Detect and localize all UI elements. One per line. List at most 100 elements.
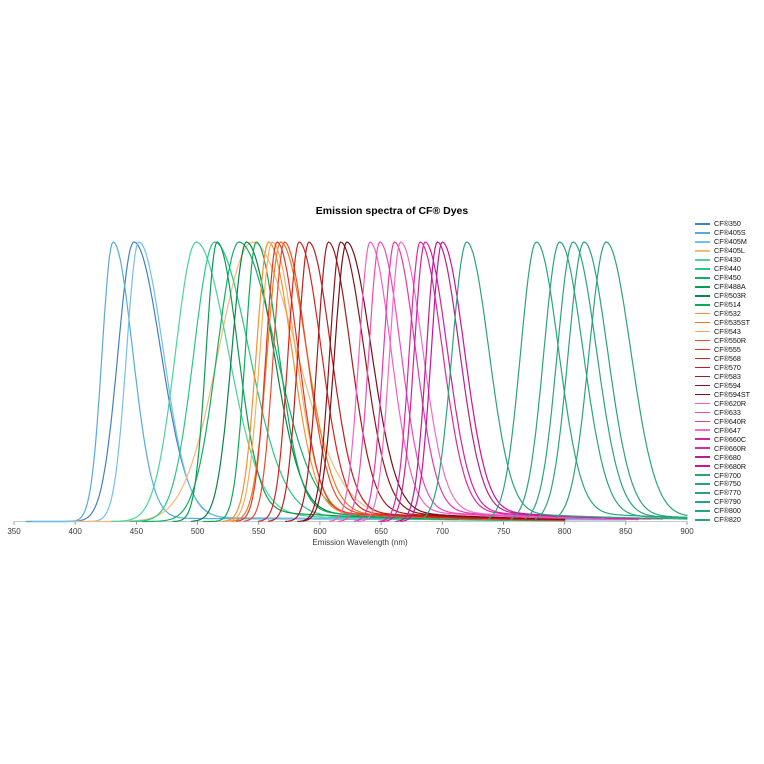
legend-item: CF®450 xyxy=(695,273,750,282)
legend-swatch xyxy=(695,402,710,405)
legend-label: CF®620R xyxy=(714,398,747,408)
legend-item: CF®488A xyxy=(695,282,750,291)
legend-item: CF®770 xyxy=(695,489,750,498)
legend-item: CF®405S xyxy=(695,228,750,237)
spectrum-curve xyxy=(423,241,688,520)
legend-item: CF®640R xyxy=(695,417,750,426)
legend-swatch xyxy=(695,447,710,449)
x-tick-label: 900 xyxy=(680,527,694,536)
legend-swatch xyxy=(695,483,710,485)
x-tick-label: 550 xyxy=(252,527,266,536)
legend-swatch xyxy=(695,420,710,423)
legend-swatch xyxy=(695,519,710,521)
legend-item: CF®568 xyxy=(695,354,750,363)
legend-swatch xyxy=(695,501,710,503)
legend-swatch xyxy=(695,384,710,387)
legend-item: CF®405L xyxy=(695,246,750,255)
legend-swatch xyxy=(695,411,710,414)
legend-swatch xyxy=(695,456,710,458)
legend-label: CF®660R xyxy=(714,443,747,453)
spectrum-curve xyxy=(555,241,688,519)
spectrum-curve xyxy=(302,241,566,522)
x-axis-label: Emission Wavelength (nm) xyxy=(312,538,408,547)
legend-label: CF®640R xyxy=(714,416,747,426)
legend-swatch xyxy=(695,492,710,494)
legend: CF®350 CF®405S CF®405M CF®405L CF®430 CF®440 C… xyxy=(695,220,750,525)
legend-label: CF®503R xyxy=(714,291,747,301)
legend-swatch xyxy=(695,303,710,306)
legend-item: CF®535ST xyxy=(695,318,750,327)
legend-item: CF®430 xyxy=(695,255,750,264)
legend-swatch xyxy=(695,250,710,252)
legend-label: CF®700 xyxy=(714,470,741,480)
legend-item: CF®680R xyxy=(695,462,750,471)
legend-label: CF®450 xyxy=(714,273,741,283)
legend-label: CF®405L xyxy=(714,246,745,256)
legend-item: CF®750 xyxy=(695,480,750,489)
legend-item: CF®583 xyxy=(695,372,750,381)
x-tick-label: 750 xyxy=(496,527,511,536)
chart-title: Emission spectra of CF® Dyes xyxy=(315,205,469,217)
legend-swatch xyxy=(695,348,710,351)
x-tick-label: 600 xyxy=(313,527,327,536)
legend-swatch xyxy=(695,429,710,432)
legend-swatch xyxy=(695,321,710,324)
x-tick-label: 650 xyxy=(374,527,388,536)
x-tick-label: 400 xyxy=(68,527,82,536)
legend-swatch xyxy=(695,277,710,279)
legend-item: CF®503R xyxy=(695,291,750,300)
legend-item: CF®660C xyxy=(695,435,750,444)
legend-swatch xyxy=(695,312,710,315)
legend-item: CF®514 xyxy=(695,300,750,309)
legend-item: CF®660R xyxy=(695,444,750,453)
legend-item: CF®594 xyxy=(695,381,750,390)
legend-label: CF®680R xyxy=(714,461,747,471)
legend-label: CF®535ST xyxy=(714,318,751,328)
legend-swatch xyxy=(695,366,710,369)
legend-swatch xyxy=(695,474,710,476)
legend-label: CF®405M xyxy=(714,237,747,247)
legend-label: CF®550R xyxy=(714,335,747,345)
legend-label: CF®570 xyxy=(714,362,741,372)
legend-label: CF®820 xyxy=(714,515,741,525)
legend-swatch xyxy=(695,241,710,243)
legend-label: CF®568 xyxy=(714,353,741,363)
legend-label: CF®514 xyxy=(714,300,741,310)
legend-label: CF®750 xyxy=(714,479,741,489)
x-tick-label: 800 xyxy=(557,527,572,536)
legend-item: CF®790 xyxy=(695,498,750,507)
legend-label: CF®440 xyxy=(714,264,741,274)
legend-label: CF®532 xyxy=(714,309,741,319)
x-tick-label: 350 xyxy=(7,527,21,536)
legend-item: CF®543 xyxy=(695,327,750,336)
legend-swatch xyxy=(695,259,710,261)
legend-label: CF®594ST xyxy=(714,389,751,399)
legend-label: CF®647 xyxy=(714,425,741,435)
spectrum-curve xyxy=(524,241,688,520)
legend-label: CF®543 xyxy=(714,327,741,336)
legend-label: CF®405S xyxy=(714,228,746,238)
legend-item: CF®555 xyxy=(695,345,750,354)
legend-label: CF®680 xyxy=(714,452,741,462)
spectrum-curve xyxy=(400,241,664,522)
legend-label: CF®350 xyxy=(714,219,741,229)
x-tick-label: 700 xyxy=(435,527,449,536)
legend-label: CF®594 xyxy=(714,380,741,390)
legend-swatch xyxy=(695,232,710,234)
legend-swatch xyxy=(695,438,710,441)
spectrum-curve xyxy=(243,241,566,522)
legend-swatch xyxy=(695,268,710,270)
legend-label: CF®770 xyxy=(714,488,741,498)
legend-swatch xyxy=(695,510,710,512)
legend-item: CF®700 xyxy=(695,471,750,480)
x-tick-label: 500 xyxy=(190,527,205,536)
legend-item: CF®633 xyxy=(695,408,750,417)
x-tick-label: 850 xyxy=(619,527,633,536)
spectrum-curve xyxy=(190,241,566,522)
legend-label: CF®555 xyxy=(714,344,741,354)
spectrum-curve xyxy=(510,241,688,520)
legend-item: CF®647 xyxy=(695,426,750,435)
legend-swatch xyxy=(695,330,710,333)
